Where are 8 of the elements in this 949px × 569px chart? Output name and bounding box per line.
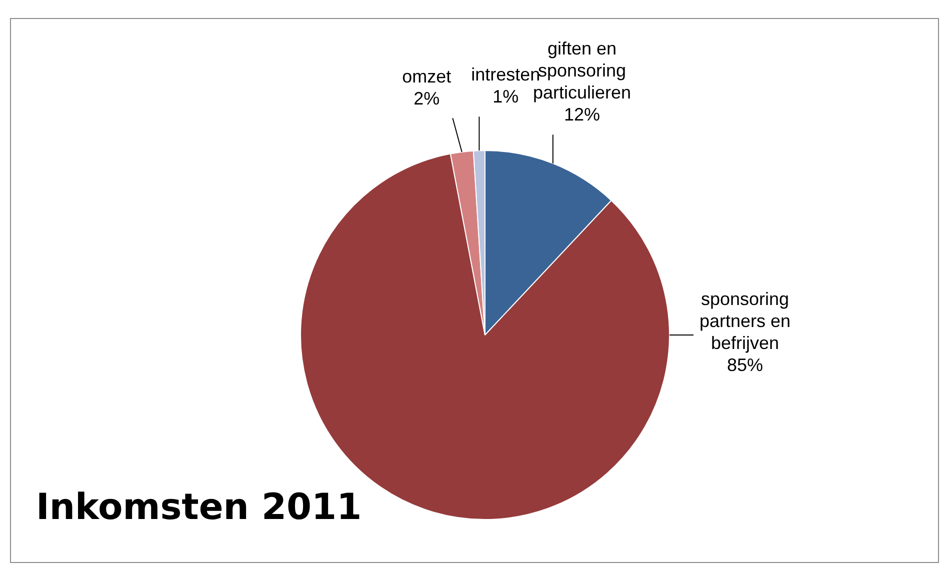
slice-label: intresten [471, 64, 540, 85]
slice-label: omzet [402, 66, 452, 86]
slice-label: sponsoring partners en befrijven [699, 288, 791, 353]
data-label: 1% [492, 86, 519, 107]
data-label: 2% [414, 88, 440, 108]
data-label: 85% [727, 354, 764, 375]
data-label: 12% [564, 104, 600, 125]
text: Inkomsten 2011 [36, 487, 362, 528]
